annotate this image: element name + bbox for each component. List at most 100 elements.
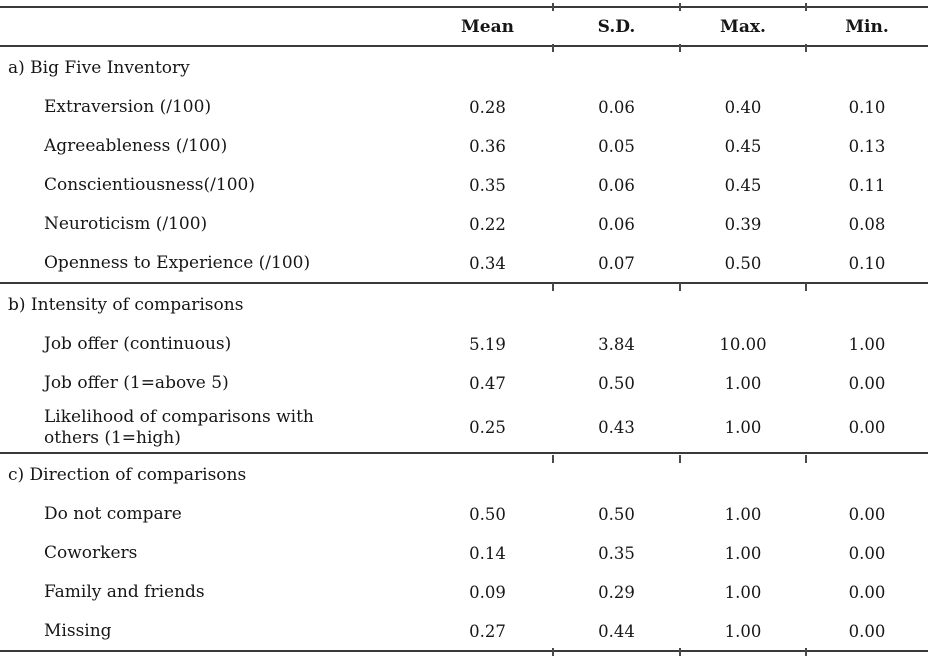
cell-mean: 0.36: [469, 137, 506, 156]
cell-sd: 0.05: [598, 137, 635, 156]
cell-sd: 0.29: [598, 583, 635, 602]
cell-sd: 0.06: [598, 215, 635, 234]
row-label: Agreeableness (/100): [44, 136, 228, 157]
table-row: Job offer (continuous) 5.19 3.84 10.00 1…: [0, 325, 928, 364]
column-separator-tick: [805, 648, 807, 656]
section-header-label: c) Direction of comparisons: [8, 464, 247, 485]
column-separator-tick: [552, 648, 554, 656]
column-separator-tick: [552, 283, 554, 291]
column-separator-tick: [805, 44, 807, 52]
cell-min: 1.00: [848, 335, 886, 354]
cell-mean: 0.09: [469, 583, 506, 602]
cell-sd: 0.07: [598, 253, 635, 273]
section-header-big-five: a) Big Five Inventory: [0, 46, 928, 88]
cell-max: 0.40: [724, 98, 762, 117]
col-header-min: Min.: [845, 16, 889, 37]
table-header-row: Mean S.D. Max. Min.: [0, 7, 928, 46]
cell-sd: 0.06: [598, 98, 635, 117]
cell-min: 0.00: [848, 583, 886, 602]
cell-max: 10.00: [719, 335, 767, 354]
cell-mean: 0.50: [469, 505, 506, 524]
cell-max: 0.39: [724, 215, 762, 234]
col-header-sd: S.D.: [597, 16, 636, 37]
cell-mean: 0.27: [469, 621, 506, 641]
column-separator-tick: [552, 3, 554, 11]
row-label: Family and friends: [44, 582, 205, 603]
cell-mean: 0.22: [469, 215, 506, 234]
cell-max: 1.00: [724, 418, 762, 437]
column-separator-tick: [552, 455, 554, 463]
cell-max: 0.45: [724, 176, 762, 195]
table-row: Likelihood of comparisons with others (1…: [0, 403, 928, 453]
cell-mean: 0.47: [469, 374, 506, 393]
table-row: Family and friends 0.09 0.29 1.00 0.00: [0, 573, 928, 612]
row-label: Job offer (continuous): [44, 334, 232, 355]
summary-statistics-table: Mean S.D. Max. Min. a) Big Five Inventor…: [0, 6, 928, 652]
table-row: Openness to Experience (/100) 0.34 0.07 …: [0, 244, 928, 283]
table-row: Neuroticism (/100) 0.22 0.06 0.39 0.08: [0, 205, 928, 244]
cell-mean: 0.35: [469, 176, 506, 195]
col-header-mean: Mean: [460, 16, 514, 37]
column-separator-tick: [679, 44, 681, 52]
section-header-label: a) Big Five Inventory: [8, 57, 190, 78]
section-header-intensity: b) Intensity of comparisons: [0, 283, 928, 325]
header-empty-cell: [0, 7, 422, 46]
cell-min: 0.00: [848, 418, 886, 437]
row-label: Coworkers: [44, 543, 138, 564]
cell-min: 0.10: [848, 253, 886, 273]
cell-max: 1.00: [724, 583, 762, 602]
row-label: Conscientiousness(/100): [44, 175, 255, 196]
column-separator-tick: [679, 283, 681, 291]
cell-min: 0.13: [848, 137, 886, 156]
table-row: Extraversion (/100) 0.28 0.06 0.40 0.10: [0, 88, 928, 127]
table-row: Agreeableness (/100) 0.36 0.05 0.45 0.13: [0, 127, 928, 166]
row-label: Job offer (1=above 5): [44, 373, 229, 394]
cell-min: 0.10: [848, 98, 886, 117]
cell-sd: 0.50: [598, 374, 635, 393]
table-row: Conscientiousness(/100) 0.35 0.06 0.45 0…: [0, 166, 928, 205]
row-label: Likelihood of comparisons with others (1…: [44, 406, 314, 448]
cell-sd: 0.35: [598, 544, 635, 563]
cell-mean: 0.14: [469, 544, 506, 563]
table-row: Do not compare 0.50 0.50 1.00 0.00: [0, 495, 928, 534]
table-row: Job offer (1=above 5) 0.47 0.50 1.00 0.0…: [0, 364, 928, 403]
section-header-label: b) Intensity of comparisons: [8, 294, 244, 315]
cell-mean: 5.19: [469, 335, 506, 354]
cell-min: 0.00: [848, 544, 886, 563]
column-separator-tick: [552, 44, 554, 52]
table-row: Missing 0.27 0.44 1.00 0.00: [0, 612, 928, 651]
cell-min: 0.00: [848, 374, 886, 393]
section-header-direction: c) Direction of comparisons: [0, 453, 928, 495]
cell-min: 0.11: [848, 176, 886, 195]
col-header-max: Max.: [720, 16, 766, 37]
cell-min: 0.00: [848, 621, 886, 641]
row-label: Extraversion (/100): [44, 97, 212, 118]
column-separator-tick: [805, 3, 807, 11]
column-separator-tick: [805, 283, 807, 291]
cell-max: 1.00: [724, 544, 762, 563]
cell-sd: 3.84: [598, 335, 635, 354]
cell-sd: 0.50: [598, 505, 635, 524]
cell-max: 1.00: [724, 505, 762, 524]
cell-mean: 0.28: [469, 98, 506, 117]
row-label: Openness to Experience (/100): [44, 252, 311, 273]
cell-max: 0.45: [724, 137, 762, 156]
column-separator-tick: [679, 455, 681, 463]
column-separator-tick: [679, 648, 681, 656]
cell-min: 0.08: [848, 215, 886, 234]
cell-mean: 0.34: [469, 253, 506, 273]
column-separator-tick: [679, 3, 681, 11]
cell-max: 1.00: [724, 621, 762, 641]
row-label: Missing: [44, 620, 112, 641]
cell-min: 0.00: [848, 505, 886, 524]
row-label: Neuroticism (/100): [44, 214, 208, 235]
cell-mean: 0.25: [469, 418, 506, 437]
table-row: Coworkers 0.14 0.35 1.00 0.00: [0, 534, 928, 573]
cell-max: 0.50: [724, 253, 762, 273]
cell-max: 1.00: [724, 374, 762, 393]
cell-sd: 0.06: [598, 176, 635, 195]
cell-sd: 0.44: [598, 621, 635, 641]
cell-sd: 0.43: [598, 418, 635, 437]
column-separator-tick: [805, 455, 807, 463]
